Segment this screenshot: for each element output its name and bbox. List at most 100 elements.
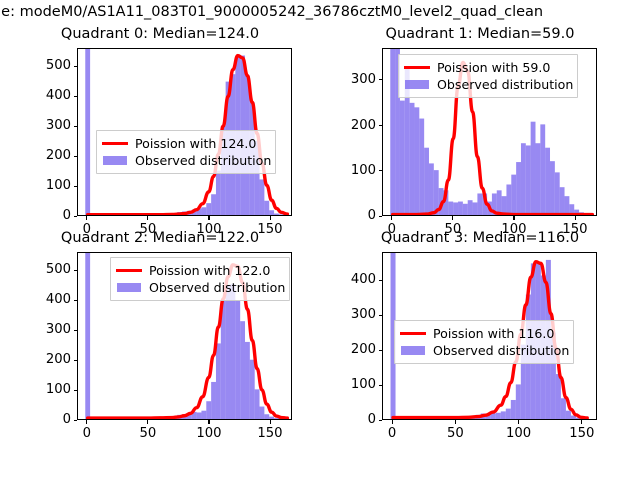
x-tick-label: 100 bbox=[196, 222, 222, 237]
legend-quadrant-3: Poission with 116.0 Observed distributio… bbox=[394, 320, 574, 364]
legend-row-poisson: Poission with 122.0 bbox=[116, 262, 283, 279]
y-tick-mark bbox=[73, 95, 77, 97]
y-tick-label: 100 bbox=[350, 377, 376, 393]
legend-row-observed: Observed distribution bbox=[400, 342, 570, 359]
y-tick-label: 200 bbox=[45, 148, 71, 164]
plot-area-quadrant-2 bbox=[78, 253, 291, 419]
y-tick-mark bbox=[378, 279, 382, 281]
x-tick-label: 100 bbox=[505, 426, 532, 441]
y-tick-mark bbox=[73, 215, 77, 217]
y-tick-label: 500 bbox=[45, 58, 71, 74]
y-tick-label: 300 bbox=[350, 72, 376, 88]
x-tick-mark bbox=[391, 420, 393, 424]
histogram-patch-swatch-icon bbox=[116, 279, 142, 296]
x-tick-mark bbox=[518, 420, 520, 424]
y-tick-mark bbox=[73, 359, 77, 361]
poisson-line-swatch-icon bbox=[404, 59, 430, 76]
legend-label-observed: Observed distribution bbox=[149, 280, 286, 295]
poisson-line-swatch-icon bbox=[116, 262, 142, 279]
legend-label-poisson: Poission with 122.0 bbox=[149, 263, 271, 278]
poisson-line-swatch-icon bbox=[400, 325, 426, 342]
y-tick-label: 200 bbox=[350, 117, 376, 133]
y-tick-label: 200 bbox=[45, 352, 71, 368]
y-tick-label: 0 bbox=[62, 208, 71, 224]
y-tick-mark bbox=[73, 329, 77, 331]
x-tick-label: 50 bbox=[139, 426, 157, 441]
subplot-quadrant-1: Quadrant 1: Median=59.0 Poission with 59… bbox=[320, 26, 640, 238]
x-tick-mark bbox=[391, 216, 393, 220]
x-tick-mark bbox=[574, 216, 576, 220]
x-tick-label: 100 bbox=[501, 222, 527, 237]
y-tick-mark bbox=[73, 419, 77, 421]
x-tick-mark bbox=[269, 216, 271, 220]
subplot-title-quadrant-2: Quadrant 2: Median=122.0 bbox=[60, 230, 260, 246]
x-tick-mark bbox=[581, 420, 583, 424]
figure-suptitle-text: file: modeM0/AS1A11_083T01_9000005242_36… bbox=[0, 4, 544, 20]
y-tick-label: 0 bbox=[62, 412, 71, 428]
legend-quadrant-2: Poission with 122.0 Observed distributio… bbox=[110, 257, 290, 301]
subplot-title-quadrant-1: Quadrant 1: Median=59.0 bbox=[385, 26, 575, 42]
histogram-svg-quadrant-1 bbox=[390, 49, 596, 215]
plot-area-quadrant-1 bbox=[383, 49, 596, 215]
x-tick-mark bbox=[454, 420, 456, 424]
legend-row-poisson: Poission with 124.0 bbox=[102, 135, 269, 152]
x-tick-label: 150 bbox=[257, 222, 283, 237]
legend-quadrant-1: Poission with 59.0 Observed distribution bbox=[398, 54, 578, 98]
x-tick-mark bbox=[452, 216, 454, 220]
y-tick-mark bbox=[378, 170, 382, 172]
x-tick-label: 150 bbox=[562, 222, 588, 237]
y-tick-mark bbox=[378, 349, 382, 351]
x-tick-label: 50 bbox=[446, 426, 464, 441]
subplot-quadrant-0: Quadrant 0: Median=124.0 Poission with 1… bbox=[0, 26, 320, 238]
x-tick-mark bbox=[513, 216, 515, 220]
x-tick-label: 150 bbox=[257, 426, 283, 441]
legend-label-observed: Observed distribution bbox=[135, 153, 272, 168]
y-tick-label: 500 bbox=[45, 262, 71, 278]
x-tick-mark bbox=[208, 216, 210, 220]
legend-label-poisson: Poission with 59.0 bbox=[437, 60, 551, 75]
y-tick-label: 300 bbox=[45, 322, 71, 338]
y-tick-mark bbox=[73, 155, 77, 157]
y-tick-label: 300 bbox=[350, 307, 376, 323]
subplot-quadrant-3: Quadrant 3: Median=116.0 Poission with 1… bbox=[320, 230, 640, 460]
legend-row-observed: Observed distribution bbox=[404, 76, 574, 93]
x-tick-mark bbox=[86, 420, 88, 424]
y-tick-label: 300 bbox=[45, 118, 71, 134]
x-tick-label: 0 bbox=[387, 222, 396, 237]
x-tick-label: 50 bbox=[444, 222, 462, 237]
subplot-quadrant-2: Quadrant 2: Median=122.0 Poission with 1… bbox=[0, 230, 320, 460]
x-tick-mark bbox=[269, 420, 271, 424]
y-tick-mark bbox=[73, 65, 77, 67]
legend-row-poisson: Poission with 59.0 bbox=[404, 59, 571, 76]
legend-quadrant-0: Poission with 124.0 Observed distributio… bbox=[96, 130, 276, 174]
subplot-title-quadrant-0: Quadrant 0: Median=124.0 bbox=[60, 26, 260, 42]
x-tick-mark bbox=[208, 420, 210, 424]
subplot-title-quadrant-3: Quadrant 3: Median=116.0 bbox=[380, 230, 580, 246]
y-tick-mark bbox=[378, 79, 382, 81]
x-tick-mark bbox=[86, 216, 88, 220]
legend-label-observed: Observed distribution bbox=[437, 77, 574, 92]
y-tick-mark bbox=[73, 185, 77, 187]
y-tick-mark bbox=[378, 124, 382, 126]
x-tick-label: 0 bbox=[387, 426, 397, 441]
x-tick-label: 150 bbox=[569, 426, 595, 441]
y-tick-label: 100 bbox=[45, 382, 71, 398]
histogram-patch-swatch-icon bbox=[400, 342, 426, 359]
x-tick-label: 0 bbox=[82, 222, 91, 237]
legend-row-poisson: Poission with 116.0 bbox=[400, 325, 567, 342]
poisson-line-swatch-icon bbox=[102, 135, 128, 152]
y-tick-label: 100 bbox=[350, 162, 376, 178]
legend-label-poisson: Poission with 116.0 bbox=[433, 326, 555, 341]
y-tick-label: 400 bbox=[350, 272, 376, 288]
legend-label-observed: Observed distribution bbox=[433, 343, 570, 358]
y-tick-label: 0 bbox=[367, 412, 376, 428]
x-tick-mark bbox=[147, 420, 149, 424]
legend-label-poisson: Poission with 124.0 bbox=[135, 136, 257, 151]
y-tick-mark bbox=[73, 269, 77, 271]
y-tick-label: 0 bbox=[367, 208, 376, 224]
histogram-patch-swatch-icon bbox=[102, 152, 128, 169]
y-tick-mark bbox=[73, 299, 77, 301]
y-tick-label: 200 bbox=[350, 342, 376, 358]
y-tick-label: 400 bbox=[45, 292, 71, 308]
